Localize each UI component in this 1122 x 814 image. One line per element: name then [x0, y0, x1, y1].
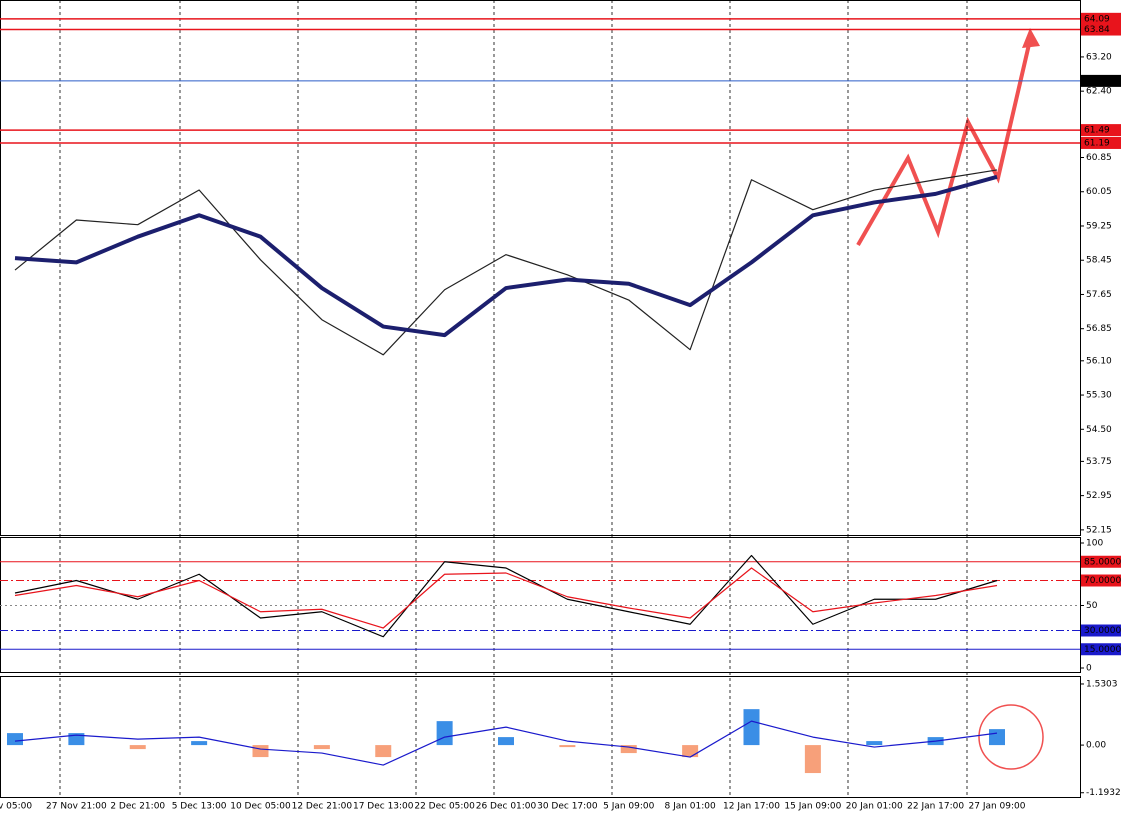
level-box — [1081, 643, 1121, 656]
histogram-bar — [129, 745, 146, 750]
x-tick-label: 17 Dec 13:00 — [353, 802, 414, 812]
histogram-bar — [682, 745, 699, 758]
histogram-bar — [7, 733, 23, 746]
histogram-bar — [252, 745, 269, 758]
y-tick-label: 58.45 — [1086, 256, 1112, 266]
level-box — [1081, 574, 1121, 587]
y-tick-label: 50 — [1086, 601, 1098, 611]
arrow-head — [1022, 28, 1040, 48]
y-tick-label: 1.5303 — [1086, 679, 1118, 689]
level-label: 63.84 — [1084, 25, 1110, 35]
level-label: 85.0000 — [1084, 557, 1121, 567]
level-label: 30.0000 — [1084, 626, 1121, 636]
series-line — [14, 720, 998, 766]
x-tick-label: v 05:00 — [0, 802, 32, 812]
series-line — [14, 554, 998, 638]
y-tick-label: 0.00 — [1086, 741, 1106, 751]
level-box — [1081, 624, 1121, 637]
histogram-bar — [620, 745, 637, 754]
x-tick-label: 22 Dec 05:00 — [414, 802, 475, 812]
x-tick-label: 10 Dec 05:00 — [230, 802, 291, 812]
y-tick-label: 57.65 — [1086, 290, 1112, 300]
series-line — [14, 169, 998, 356]
level-label: 64.09 — [1084, 14, 1110, 24]
series-line — [14, 174, 998, 338]
x-tick-label: 27 Jan 09:00 — [969, 802, 1026, 812]
y-tick-label: 54.50 — [1086, 425, 1112, 435]
histogram-bar — [436, 721, 453, 746]
x-tick-label: 5 Dec 13:00 — [172, 802, 227, 812]
level-box — [1081, 555, 1121, 568]
x-tick-label: 12 Jan 17:00 — [723, 802, 780, 812]
histogram-bar — [313, 745, 330, 750]
histogram-bar — [559, 745, 576, 748]
y-tick-label: -1.1932 — [1086, 788, 1121, 798]
y-tick-label: 56.85 — [1086, 324, 1112, 334]
y-tick-label: 60.85 — [1086, 153, 1112, 163]
histogram-bar — [804, 745, 821, 774]
y-tick-label: 56.10 — [1086, 356, 1112, 366]
main-frame — [0, 0, 1081, 536]
macd-frame — [0, 676, 1081, 798]
histogram-bar — [375, 745, 392, 758]
series-line — [14, 567, 998, 629]
y-tick-label: 53.75 — [1086, 457, 1112, 467]
highlight-circle — [978, 704, 1044, 770]
x-tick-label: 20 Jan 01:00 — [846, 802, 903, 812]
level-box — [1081, 74, 1121, 87]
level-label: 70.0000 — [1084, 576, 1121, 586]
x-tick-label: 2 Dec 21:00 — [110, 802, 165, 812]
x-tick-label: 27 Nov 21:00 — [46, 802, 107, 812]
y-tick-label: 63.20 — [1086, 52, 1112, 62]
y-tick-label: 59.25 — [1086, 221, 1112, 231]
x-tick-label: 22 Jan 17:00 — [907, 802, 964, 812]
histogram-bar — [191, 741, 208, 746]
histogram-bar — [989, 729, 1005, 746]
x-tick-label: 12 Dec 21:00 — [292, 802, 353, 812]
y-tick-label: 62.40 — [1086, 87, 1112, 97]
histogram-bar — [743, 709, 760, 746]
y-tick-label: 55.30 — [1086, 391, 1112, 401]
level-label: 61.49 — [1084, 126, 1110, 136]
histogram-bar — [866, 741, 883, 746]
x-tick-label: 5 Jan 09:00 — [603, 802, 655, 812]
level-box — [1081, 124, 1121, 137]
x-tick-label: 8 Jan 01:00 — [664, 802, 716, 812]
level-box — [1081, 12, 1121, 25]
x-tick-label: 26 Dec 01:00 — [476, 802, 537, 812]
level-box — [1081, 23, 1121, 36]
x-tick-label: 30 Dec 17:00 — [537, 802, 598, 812]
level-label: 15.0000 — [1084, 645, 1121, 655]
level-label: 62.64 — [1084, 76, 1110, 86]
histogram-bar — [68, 733, 85, 746]
y-tick-label: 100 — [1086, 539, 1103, 549]
level-box — [1081, 136, 1121, 149]
x-tick-label: 15 Jan 09:00 — [784, 802, 841, 812]
level-label: 61.19 — [1084, 138, 1110, 148]
y-tick-label: 52.95 — [1086, 491, 1112, 501]
y-tick-label: 0 — [1086, 664, 1092, 674]
y-tick-label: 52.15 — [1086, 525, 1112, 535]
histogram-bar — [498, 737, 514, 746]
y-tick-label: 60.05 — [1086, 187, 1112, 197]
